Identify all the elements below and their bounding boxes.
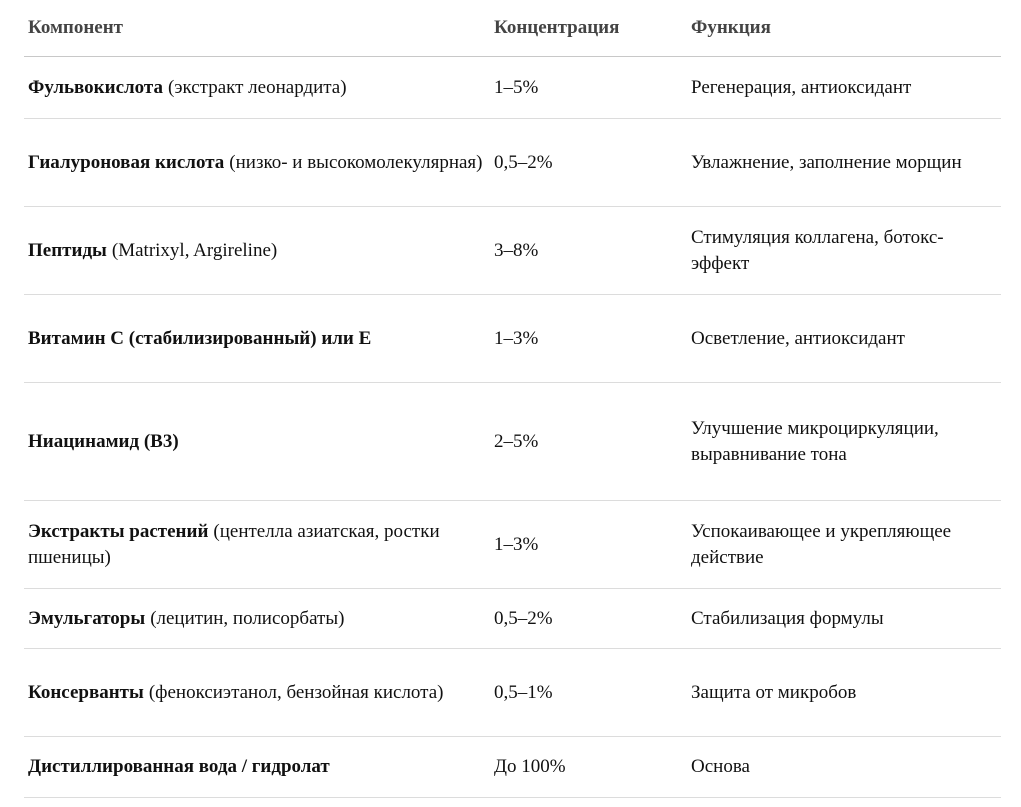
table-header: Компонент Концентрация Функция <box>24 0 1001 57</box>
header-cell: Компонент <box>24 0 490 57</box>
component-note: (центелла азиатская, ростки пшеницы) <box>28 520 440 568</box>
component-name: Консерванты <box>28 681 144 703</box>
component-name: Ниацинамид (B3) <box>28 430 179 452</box>
component-cell: Эмульгаторы (лецитин, полисорбаты) <box>24 588 490 649</box>
concentration-cell: 3–8% <box>490 206 687 295</box>
function-cell: Основа <box>687 736 1001 798</box>
component-note: (феноксиэтанол, бензойная кислота) <box>148 681 444 703</box>
component-cell: Фульвокислота (экстракт леонардита) <box>24 56 490 119</box>
function-cell: Стабилизация формулы <box>687 588 1001 649</box>
component-note: (Matrixyl, Argireline) <box>111 239 278 261</box>
table-body: Фульвокислота (экстракт леонардита) 1–5% Ре… <box>24 56 1001 798</box>
concentration-cell: 1–3% <box>490 500 687 589</box>
component-name: Дистиллированная вода / гидролат <box>28 756 330 777</box>
component-name: Экстракты растений <box>28 520 209 542</box>
header-cell: Концентрация <box>490 0 687 57</box>
function-cell: Регенерация, антиоксидант <box>687 56 1001 119</box>
table-row: Дистиллированная вода / гидролат До 100% О… <box>24 736 1001 798</box>
concentration-cell: 0,5–1% <box>490 648 687 737</box>
component-cell: Экстракты растений (центелла азиатская, р… <box>24 500 490 589</box>
table-row: Пептиды (Matrixyl, Argireline) 3–8% Стимуля… <box>24 206 1001 295</box>
header-cell: Функция <box>687 0 1001 57</box>
concentration-cell: 0,5–2% <box>490 588 687 649</box>
function-cell: Стимуляция коллагена, ботокс-эффект <box>687 206 1001 295</box>
concentration-cell: 2–5% <box>490 382 687 501</box>
component-name: Эмульгаторы <box>28 607 146 629</box>
component-name: Гиалуроновая кислота <box>28 151 225 173</box>
table-row: Витамин C (стабилизированный) или E 1–3% О… <box>24 294 1001 383</box>
component-note: (экстракт леонардита) <box>168 76 347 98</box>
component-name: Пептиды <box>28 239 107 261</box>
component-cell: Консерванты (феноксиэтанол, бензойная кис… <box>24 648 490 737</box>
concentration-cell: До 100% <box>490 736 687 798</box>
table-row: Фульвокислота (экстракт леонардита) 1–5% Ре… <box>24 56 1001 119</box>
component-cell: Гиалуроновая кислота (низко- и высокомоле… <box>24 118 490 207</box>
table-row: Гиалуроновая кислота (низко- и высокомоле… <box>24 118 1001 207</box>
component-cell: Дистиллированная вода / гидролат <box>24 736 490 798</box>
component-note: (низко- и высокомолекулярная) <box>229 151 483 173</box>
table-row: Экстракты растений (центелла азиатская, р… <box>24 500 1001 589</box>
component-note: (лецитин, полисорбаты) <box>150 607 345 629</box>
concentration-cell: 1–3% <box>490 294 687 383</box>
function-cell: Осветление, антиоксидант <box>687 294 1001 383</box>
component-name: Витамин C (стабилизированный) или E <box>28 327 372 349</box>
component-cell: Витамин C (стабилизированный) или E <box>24 294 490 383</box>
header-row: Компонент Концентрация Функция <box>24 0 1001 57</box>
function-cell: Улучшение микроциркуляции, выравнивание … <box>687 382 1001 501</box>
concentration-cell: 0,5–2% <box>490 118 687 207</box>
table-row: Консерванты (феноксиэтанол, бензойная кис… <box>24 648 1001 737</box>
component-name: Фульвокислота <box>28 76 163 98</box>
ingredients-table: Компонент Концентрация Функция Фульвокис… <box>24 0 1001 798</box>
function-cell: Защита от микробов <box>687 648 1001 737</box>
table-row: Ниацинамид (B3) 2–5% Улучшение микроциркул… <box>24 382 1001 501</box>
function-cell: Увлажнение, заполнение морщин <box>687 118 1001 207</box>
function-cell: Успокаивающее и укрепляющее действие <box>687 500 1001 589</box>
component-cell: Пептиды (Matrixyl, Argireline) <box>24 206 490 295</box>
table-row: Эмульгаторы (лецитин, полисорбаты) 0,5–2% С… <box>24 588 1001 649</box>
concentration-cell: 1–5% <box>490 56 687 119</box>
component-cell: Ниацинамид (B3) <box>24 382 490 501</box>
